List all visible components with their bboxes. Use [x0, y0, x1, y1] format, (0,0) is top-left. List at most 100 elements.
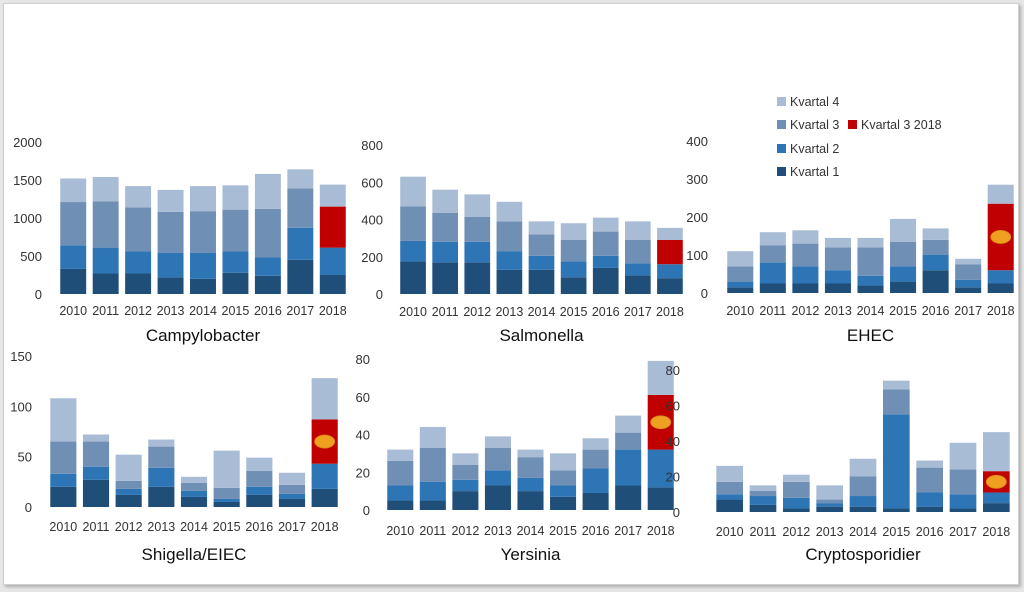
bar-2012-kvartal-2: [115, 488, 142, 495]
bar-2016-kvartal-4: [922, 228, 949, 240]
bar-2013-kvartal-1: [496, 269, 523, 294]
bar-2014-kvartal-1: [180, 496, 208, 507]
bar-2013-kvartal-4: [484, 436, 511, 448]
bar-2016-kvartal-1: [922, 270, 949, 293]
bar-2017-kvartal-2: [624, 263, 651, 276]
bar-2013-kvartal-1: [148, 486, 175, 507]
bar-2013-kvartal-1: [157, 277, 184, 294]
bar-2012-kvartal-4: [783, 474, 810, 482]
legend-label-kvartal-4: Kvartal 4: [790, 95, 839, 109]
bar-2016-kvartal-3: [592, 231, 619, 256]
bar-2017-kvartal-2: [278, 493, 306, 499]
legend: Kvartal 4 Kvartal 3 Kvartal 2 Kvartal 1 …: [777, 95, 942, 179]
bar-2011-kvartal-2: [419, 481, 446, 501]
bar-2017-kvartal-2: [949, 494, 977, 509]
bar-2012-kvartal-4: [125, 186, 152, 208]
bar-2010-kvartal-4: [716, 465, 743, 482]
bar-2012-kvartal-2: [125, 251, 152, 274]
bar-2014-kvartal-3: [528, 234, 555, 256]
y-tick-label: 60: [356, 390, 370, 405]
bar-2018-kvartal-2: [983, 492, 1010, 504]
chart-ehec: 0 100 200 300 400 2010 2011 2012 2013 2014 2015 201…: [686, 134, 1014, 345]
bar-2015-kvartal-1: [213, 501, 240, 507]
x-tick-label-2017: 2017: [614, 524, 642, 538]
bar-2018-kvartal-3-highlight: [319, 206, 346, 248]
bar-2016-kvartal-4: [916, 460, 943, 468]
bar-2017-kvartal-2: [287, 227, 314, 260]
x-tick-label-2014: 2014: [528, 305, 556, 319]
bar-2014-kvartal-4: [180, 476, 208, 483]
bar-2016-kvartal-1: [592, 267, 619, 294]
bar-2014-kvartal-2: [190, 252, 216, 279]
bar-2015-kvartal-3: [560, 239, 587, 262]
bar-2015-kvartal-1: [560, 277, 587, 294]
y-tick-label: 300: [686, 172, 708, 187]
bar-2014-kvartal-1: [849, 506, 877, 512]
bar-2010-kvartal-4: [50, 398, 77, 442]
highlight-marker-icon: [990, 230, 1012, 244]
bar-2016-kvartal-2: [922, 255, 949, 271]
bar-2011-kvartal-2: [82, 466, 110, 480]
bar-2010-kvartal-3: [727, 266, 754, 282]
bar-2014-kvartal-2: [517, 477, 544, 492]
legend-swatch-kvartal-2: [777, 144, 786, 153]
bar-2014-kvartal-2: [528, 255, 555, 270]
bar-2014-kvartal-4: [190, 186, 216, 212]
x-tick-label-2011: 2011: [759, 304, 786, 318]
y-tick-label: 0: [673, 505, 680, 520]
bar-2015-kvartal-3: [883, 389, 910, 415]
bar-2018-kvartal-3-highlight: [657, 239, 683, 265]
highlight-marker-icon: [314, 434, 336, 449]
bar-2017-kvartal-4: [955, 258, 982, 265]
x-tick-label-2011: 2011: [92, 304, 119, 318]
chart-cryptosporidier: 0 20 40 60 80 2010 2011 2012 2013 2014 2015 2016 201…: [666, 363, 1011, 564]
bar-2013-kvartal-4: [148, 439, 175, 447]
x-tick-label-2018: 2018: [647, 524, 675, 538]
bar-2010-kvartal-2: [716, 494, 743, 500]
bar-2013-kvartal-4: [496, 201, 523, 222]
bar-2014-kvartal-4: [528, 221, 555, 235]
x-tick-label-2018: 2018: [319, 304, 347, 318]
x-tick-label-2017: 2017: [286, 304, 314, 318]
bar-2015-kvartal-1: [883, 508, 910, 512]
y-tick-label: 0: [363, 503, 370, 518]
y-tick-label: 150: [10, 349, 32, 364]
bar-2015-kvartal-3: [213, 487, 240, 499]
bar-2016-kvartal-3: [582, 449, 609, 469]
bar-2018-kvartal-1: [311, 488, 338, 507]
bar-2012-kvartal-2: [792, 266, 819, 284]
bar-2013-kvartal-2: [148, 467, 175, 487]
bar-2016-kvartal-2: [592, 255, 619, 268]
y-tick-label: 100: [686, 248, 708, 263]
y-tick-label: 20: [666, 470, 680, 485]
y-tick-label: 1500: [13, 173, 42, 188]
x-tick-label-2015: 2015: [560, 305, 588, 319]
chart-salmonella: 0 200 400 600 800 2010 2011 2012 2013 2014 2015 201…: [361, 138, 684, 345]
chart-title: Yersinia: [501, 545, 561, 564]
bar-2013-kvartal-1: [816, 506, 843, 512]
y-tick-label: 600: [361, 175, 383, 190]
bar-2015-kvartal-1: [222, 272, 249, 294]
x-tick-label-2011: 2011: [419, 524, 446, 538]
bar-2014-kvartal-2: [180, 490, 208, 497]
legend-label-kvartal-3: Kvartal 3: [790, 118, 839, 132]
bar-2011-kvartal-1: [82, 479, 110, 507]
x-tick-label-2016: 2016: [254, 304, 282, 318]
x-tick-label-2013: 2013: [816, 525, 844, 539]
bar-2017-kvartal-1: [949, 508, 977, 512]
bar-2012-kvartal-1: [464, 262, 491, 294]
bar-2016-kvartal-2: [916, 492, 943, 507]
bar-2010-kvartal-4: [400, 176, 426, 207]
x-tick-label-2011: 2011: [432, 305, 459, 319]
bar-2014-kvartal-1: [528, 269, 555, 294]
y-tick-label: 200: [686, 210, 708, 225]
x-tick-label-2018: 2018: [656, 305, 684, 319]
bar-2016-kvartal-4: [582, 438, 609, 450]
x-tick-label-2016: 2016: [245, 520, 273, 534]
chart-yersinia: 0 20 40 60 80 2010 2011 2012 2013 2014 2015 2016 201…: [356, 352, 675, 564]
bar-2017-kvartal-3: [624, 239, 651, 264]
bar-2014-kvartal-1: [517, 491, 544, 510]
bar-2015-kvartal-4: [890, 218, 917, 242]
bar-2014-kvartal-4: [517, 449, 544, 458]
